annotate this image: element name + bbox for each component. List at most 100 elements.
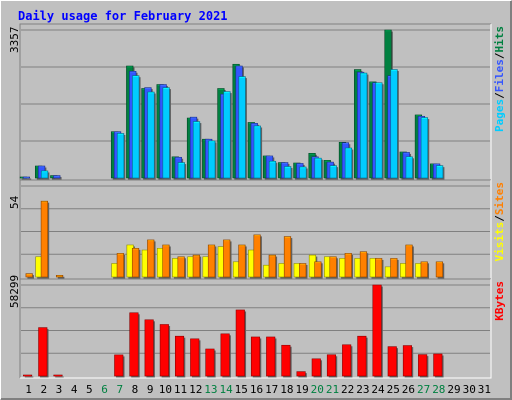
bar-kbytes-day-21 — [326, 354, 338, 378]
bar-body — [344, 147, 353, 179]
bar-pages-day-24 — [375, 82, 384, 180]
bar-body — [205, 348, 215, 377]
bar-body — [435, 261, 444, 278]
bar-body — [116, 133, 125, 179]
bar-body — [114, 354, 124, 377]
bar-kbytes-day-22 — [342, 344, 353, 378]
bar-sites-day-22 — [344, 253, 354, 279]
bar-body — [314, 157, 322, 179]
bar-kbytes-day-3 — [53, 374, 64, 378]
bar-body — [390, 69, 398, 179]
bar-kbytes-day-7 — [114, 354, 125, 378]
x-tick-label: 27 — [417, 383, 430, 396]
bar-body — [372, 284, 382, 377]
bar-sites-day-19 — [299, 263, 308, 279]
bar-kbytes-day-27 — [418, 354, 429, 378]
x-tick-label: 10 — [159, 383, 172, 396]
legend-entry: Pages — [493, 99, 506, 132]
legend-entry: Files — [493, 59, 506, 92]
series-kbytes — [23, 284, 444, 378]
bar-body — [144, 319, 154, 377]
bar-body — [420, 117, 429, 179]
legend-entry: / — [493, 215, 506, 222]
plot-bevel-dark — [19, 23, 491, 180]
bar-sites-day-16 — [253, 234, 262, 279]
bar-pages-day-28 — [436, 165, 445, 180]
bar-body — [192, 121, 201, 179]
legend-entry: / — [493, 52, 506, 59]
x-tick-label: 1 — [25, 383, 32, 396]
bar-pages-day-20 — [314, 157, 323, 180]
x-tick-label: 15 — [235, 383, 248, 396]
x-tick-label: 3 — [56, 383, 63, 396]
series-visits — [35, 244, 424, 279]
x-tick-label: 24 — [371, 383, 385, 396]
panel-visits-sites: 54 Visits/Sites — [8, 179, 506, 280]
bar-kbytes-day-8 — [129, 312, 140, 378]
bar-body — [420, 261, 428, 278]
bar-pages-day-2 — [40, 170, 50, 180]
bar-body — [38, 327, 48, 377]
bar-pages-day-23 — [360, 72, 369, 180]
x-tick-label: 13 — [204, 383, 217, 396]
panel-max-label: 3357 — [8, 27, 21, 54]
panel-legend: Pages/Files/Hits — [493, 26, 506, 132]
bar-body — [129, 312, 139, 377]
bar-body — [329, 165, 337, 179]
bar-body — [281, 344, 291, 377]
bar-sites-day-18 — [283, 236, 293, 279]
bar-sites-day-2 — [40, 200, 50, 279]
bar-body — [433, 353, 443, 377]
x-tick-label: 18 — [280, 383, 293, 396]
x-tick-label: 25 — [387, 383, 400, 396]
x-tick-label: 11 — [174, 383, 187, 396]
bar-pages-day-14 — [223, 91, 232, 180]
x-tick-label: 21 — [326, 383, 339, 396]
panel-legend: KBytes — [493, 281, 506, 321]
bar-body — [284, 166, 292, 179]
bar-pages-day-27 — [420, 117, 430, 180]
x-tick-label: 5 — [86, 383, 93, 396]
bar-kbytes-day-15 — [235, 309, 247, 378]
bar-kbytes-day-25 — [387, 346, 398, 378]
bar-body — [375, 82, 383, 179]
bar-body — [311, 358, 321, 377]
bar-pages-day-7 — [116, 133, 126, 180]
bar-body — [360, 72, 368, 179]
bar-body — [159, 324, 169, 377]
bar-body — [390, 258, 398, 278]
bar-sites-day-15 — [238, 244, 247, 279]
bar-body — [162, 87, 170, 179]
x-tick-label: 8 — [132, 383, 139, 396]
bar-body — [132, 75, 140, 179]
bar-body — [40, 170, 49, 179]
bar-sites-day-26 — [405, 244, 414, 279]
bar-body — [174, 335, 185, 377]
plot-bevel-dark — [19, 179, 491, 279]
bar-body — [207, 244, 216, 278]
bar-body — [223, 91, 231, 179]
bar-body — [235, 309, 245, 377]
bar-body — [147, 91, 155, 179]
bar-body — [40, 200, 48, 278]
legend-entry: / — [493, 92, 506, 99]
bar-body — [357, 335, 367, 377]
bar-kbytes-day-1 — [23, 374, 34, 378]
legend-entry: Visits — [493, 222, 506, 262]
bar-body — [53, 175, 61, 179]
bar-sites-day-21 — [329, 256, 338, 279]
bar-body — [25, 273, 33, 278]
panel-pages-files-hits: 3357 Pages/Files/Hits — [8, 23, 506, 181]
bar-sites-day-8 — [131, 248, 141, 279]
bar-sites-day-12 — [192, 254, 202, 279]
bar-pages-day-19 — [299, 166, 308, 180]
bar-body — [402, 345, 412, 377]
plot-bevel-light — [20, 279, 492, 379]
bar-body — [436, 165, 444, 179]
bar-sites-day-28 — [435, 261, 445, 279]
bar-body — [268, 160, 277, 179]
bar-pages-day-10 — [162, 87, 171, 180]
bar-sites-day-25 — [390, 258, 399, 279]
